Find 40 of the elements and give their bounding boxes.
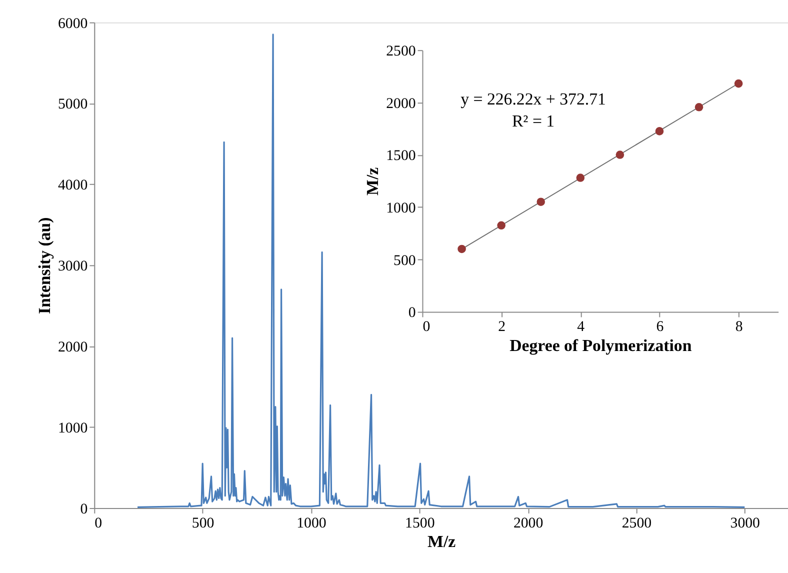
y-axis-title: M/z (363, 166, 382, 196)
x-tick-label: 0 (422, 319, 430, 336)
y-axis-title: Intensity (au) (35, 217, 54, 314)
y-tick-label: 1500 (386, 148, 416, 164)
x-tick-label: 3000 (730, 515, 760, 532)
x-tick-label: 500 (192, 515, 214, 532)
annotation: R² = 1 (512, 111, 555, 130)
y-tick-label: 6000 (58, 16, 88, 32)
annotation: y = 226.22x + 372.71 (460, 90, 606, 109)
y-tick-label: 3000 (58, 258, 88, 275)
x-tick-label: 8 (735, 319, 743, 336)
y-tick-label: 0 (80, 501, 88, 518)
x-tick-label: 1000 (296, 515, 326, 532)
y-tick-label: 2500 (386, 44, 416, 60)
y-tick-label: 2000 (58, 340, 88, 356)
y-tick-label: 1000 (386, 200, 416, 217)
y-tick-label: 4000 (58, 178, 88, 194)
point (576, 174, 585, 182)
point (694, 102, 704, 112)
point (536, 198, 546, 206)
point (497, 221, 506, 230)
x-tick-label: 6 (656, 319, 664, 336)
x-tick-label: 4 (577, 319, 586, 336)
point (734, 79, 743, 88)
x-axis-title: Degree of Polymerization (510, 336, 692, 355)
x-tick-label: 2500 (622, 515, 652, 532)
x-tick-label: 2 (498, 319, 506, 336)
x-tick-label: 0 (94, 515, 102, 532)
x-axis-title: M/z (428, 532, 456, 552)
y-tick-label: 2000 (386, 96, 416, 112)
y-tick-label: 500 (394, 252, 416, 269)
point (458, 244, 466, 254)
point (655, 127, 664, 136)
line-series (136, 34, 746, 508)
point (616, 150, 624, 159)
x-tick-label: 2000 (513, 515, 544, 532)
y-tick-label: 5000 (58, 96, 88, 113)
x-tick-label: 1500 (405, 515, 435, 532)
y-tick-label: 0 (408, 305, 416, 322)
y-tick-label: 1000 (58, 420, 88, 437)
